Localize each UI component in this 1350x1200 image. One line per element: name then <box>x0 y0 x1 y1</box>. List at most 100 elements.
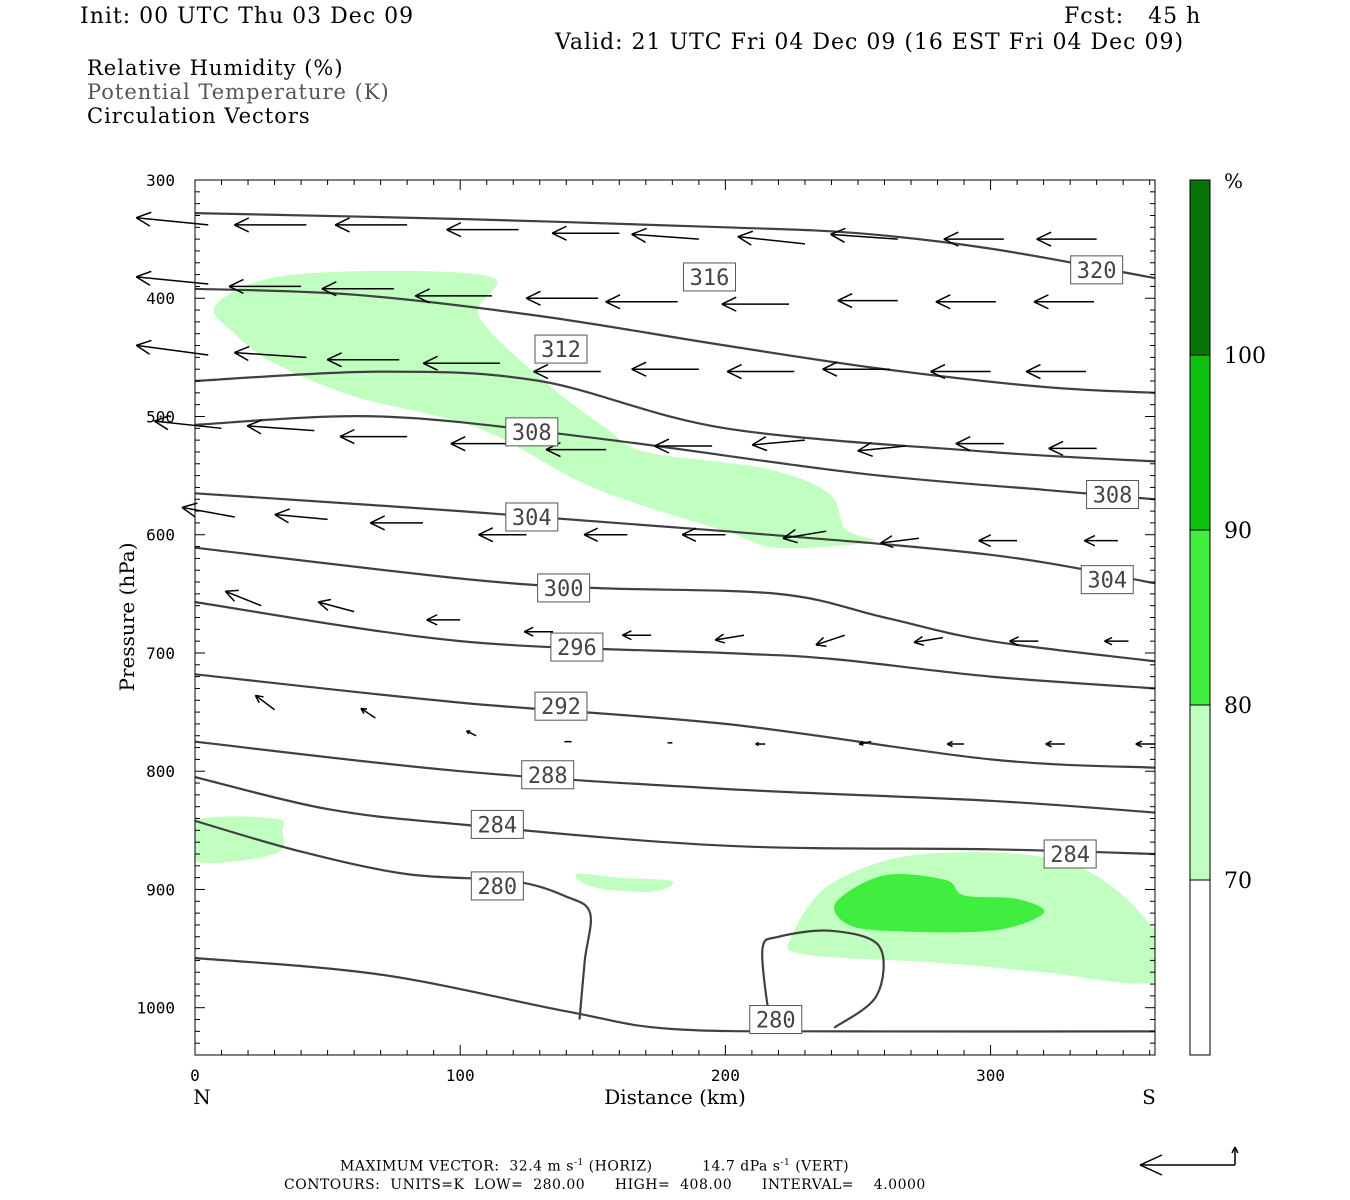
wind-vector <box>414 288 493 304</box>
wind-vector <box>631 227 699 243</box>
wind-vector <box>317 598 355 613</box>
theta-contour-304 <box>195 492 1155 585</box>
wind-vector <box>234 217 307 233</box>
axis-ticks <box>194 179 1155 1056</box>
wind-vector <box>1045 740 1065 748</box>
reference-vector-icon <box>1139 1146 1239 1176</box>
svg-text:304: 304 <box>512 506 552 531</box>
wind-vector <box>533 363 601 380</box>
wind-vector <box>321 281 394 297</box>
contour-label-312: 312 <box>534 334 588 364</box>
wind-vector <box>326 352 400 368</box>
wind-vector <box>721 296 790 312</box>
wind-vector <box>622 630 652 641</box>
wind-vector <box>837 292 898 309</box>
contour-label-316: 316 <box>682 262 736 292</box>
svg-text:280: 280 <box>477 875 517 900</box>
wind-vector <box>1048 440 1097 457</box>
wind-vector <box>943 231 1004 247</box>
svg-text:320: 320 <box>1077 259 1117 284</box>
contour-label-284: 284 <box>1043 839 1097 869</box>
colorbar-band <box>1189 354 1211 531</box>
theta-contour-308 <box>195 415 1155 501</box>
max-horiz-exp: -1 <box>573 1158 584 1168</box>
colorbar-label: 100 <box>1224 344 1266 369</box>
wind-vector <box>153 415 222 431</box>
contour-label-280: 280 <box>749 1005 803 1035</box>
svg-text:288: 288 <box>528 764 568 789</box>
y-tick-label: 600 <box>146 526 175 545</box>
field-name-vectors: Circulation Vectors <box>87 104 311 128</box>
max-vector-line: MAXIMUM VECTOR: 32.4 m s-1 (HORIZ) 14.7 … <box>340 1158 849 1175</box>
x-tick-label: 100 <box>446 1066 475 1085</box>
contour-label-300: 300 <box>537 573 591 603</box>
wind-vector <box>523 626 554 637</box>
axis-labels: 300 400 500 600 700 800 900 1000 0 100 200 300 <box>136 171 1005 1085</box>
wind-vector <box>1025 363 1087 380</box>
wind-vector <box>334 217 408 233</box>
wind-vector <box>978 534 1018 548</box>
svg-text:296: 296 <box>557 636 597 661</box>
svg-text:284: 284 <box>477 813 517 838</box>
wind-vector <box>751 436 806 452</box>
wind-vector <box>339 428 408 445</box>
contour-label-288: 288 <box>521 760 575 790</box>
wind-vector <box>955 436 1004 452</box>
colorbar-band <box>1189 704 1211 881</box>
valid-time: Valid: 21 UTC Fri 04 Dec 09 (16 EST Fri … <box>555 30 1185 55</box>
theta-contours <box>195 212 1155 1033</box>
contour-label-320: 320 <box>1070 255 1124 285</box>
colorbar-label: 70 <box>1224 869 1252 894</box>
y-tick-label: 800 <box>146 762 175 781</box>
wind-vector <box>822 361 890 377</box>
theta-contour-280 <box>195 956 1155 1033</box>
max-vert-unit: (VERT) <box>795 1158 850 1175</box>
x-axis-title: Distance (km) <box>604 1085 746 1109</box>
theta-contour-292 <box>195 673 1155 769</box>
field-name-rh: Relative Humidity (%) <box>87 56 344 80</box>
svg-text:284: 284 <box>1050 843 1090 868</box>
wind-vector <box>478 527 527 543</box>
contour-labels: 320 316 312 308 308 304 304 300 296 292 288 284 284 2… <box>470 255 1140 1035</box>
wind-vector <box>135 211 209 227</box>
wind-vector <box>1009 636 1039 647</box>
x-axis-left-end: N <box>193 1085 211 1109</box>
wind-vector <box>246 419 315 435</box>
wind-vector <box>681 527 726 542</box>
colorbar-unit: % <box>1224 169 1243 193</box>
wind-vector <box>782 528 827 544</box>
wind-vector <box>815 634 845 647</box>
rh-region-80-90 <box>834 874 1045 933</box>
wind-vector <box>254 694 276 711</box>
max-horiz-value: 32.4 m s <box>509 1158 574 1175</box>
contour-label-308: 308 <box>1086 480 1140 510</box>
y-tick-label: 300 <box>146 171 175 190</box>
wind-vector <box>1104 636 1129 646</box>
y-tick-label: 900 <box>146 880 175 899</box>
theta-contour-320 <box>195 212 1155 280</box>
wind-vector <box>224 589 262 607</box>
y-tick-label: 500 <box>146 407 175 426</box>
field-name-theta: Potential Temperature (K) <box>87 80 390 104</box>
wind-vector <box>930 363 991 380</box>
wind-vector <box>726 363 795 380</box>
y-tick-label: 400 <box>146 289 175 308</box>
x-axis-right-end: S <box>1142 1085 1156 1109</box>
contour-label-296: 296 <box>550 632 604 662</box>
contour-label-304: 304 <box>1080 565 1134 595</box>
wind-vector <box>631 361 699 377</box>
wind-vector <box>360 707 376 719</box>
wind-vector <box>1033 294 1095 310</box>
theta-contour-312 <box>195 370 1155 463</box>
wind-vector <box>274 508 328 524</box>
colorbar-band <box>1189 529 1211 706</box>
max-vector-label: MAXIMUM VECTOR: <box>340 1158 500 1175</box>
contours-info: CONTOURS: UNITS=K LOW= 280.00 HIGH= 408.… <box>284 1177 926 1193</box>
wind-vector <box>737 230 806 246</box>
wind-vector <box>135 339 209 356</box>
wind-vector <box>654 438 713 454</box>
wind-vector <box>450 436 514 452</box>
wind-vector <box>946 740 965 748</box>
wind-vector <box>605 294 678 310</box>
